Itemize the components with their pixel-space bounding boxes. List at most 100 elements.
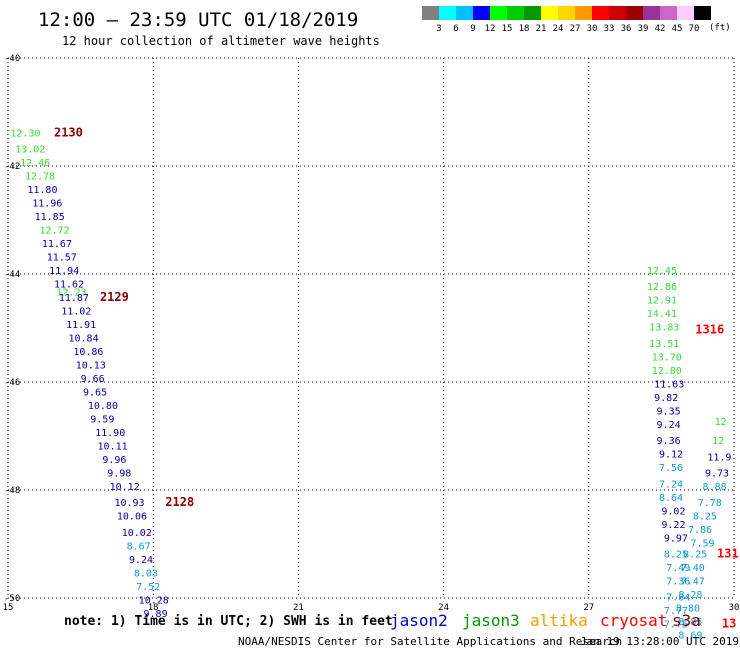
wave-height-value: 9.82	[654, 393, 678, 404]
colorbar-swatch	[541, 6, 558, 20]
wave-height-value: 7.78	[698, 498, 722, 509]
x-axis-ticks: 15 18 21 24 27 30	[3, 603, 740, 613]
wave-height-value: 9.98	[107, 469, 131, 480]
colorbar-swatch	[439, 6, 456, 20]
wave-height-value: 11.02	[61, 307, 91, 318]
wave-height-value: 7.86	[688, 525, 712, 536]
wave-height-value: 12.30	[10, 128, 40, 139]
footer-note: note: 1) Time is in UTC; 2) SWH is in fe…	[64, 614, 393, 629]
colorbar-swatch	[677, 6, 694, 20]
wave-height-value: 11.87	[59, 293, 89, 304]
colorbar-swatch	[592, 6, 609, 20]
colorbar-label: 21	[536, 24, 547, 34]
wave-height-value: 8.69	[678, 631, 702, 642]
wave-height-value: 9.59	[90, 415, 114, 426]
wave-height-value: 8.03	[134, 568, 158, 579]
chart-title: 12:00 – 23:59 UTC 01/18/2019	[38, 9, 358, 31]
x-tick-label: 15	[3, 603, 14, 613]
wave-height-value: 12.80	[652, 366, 682, 377]
colorbar-swatch	[643, 6, 660, 20]
wave-height-value: 7.59	[690, 539, 714, 550]
wave-height-value: 13.02	[15, 145, 45, 156]
wave-height-value: 13.83	[649, 323, 679, 334]
wave-height-value: 10.84	[69, 334, 99, 345]
color-scale-legend: 3 6 9 12 15 18 21 24 27 30 33 36 39 42 45 70	[422, 6, 711, 34]
wave-height-value: 9.96	[102, 455, 126, 466]
colorbar-swatch	[456, 6, 473, 20]
satellite-altika: altika	[530, 611, 588, 630]
wave-height-value: 10.06	[117, 512, 147, 523]
wave-height-value: 12.23	[56, 288, 86, 299]
track-time-label: 2130	[54, 125, 83, 139]
wave-height-value: 7.56	[659, 463, 683, 474]
wave-height-value: 7.36	[666, 577, 690, 588]
x-tick-label: 30	[729, 603, 740, 613]
wave-height-value: 14.41	[647, 309, 677, 320]
wave-height-value: 11.91	[66, 320, 96, 331]
colorbar-label: 12	[485, 24, 496, 34]
colorbar-label: 70	[689, 24, 700, 34]
wave-height-value: 12	[715, 417, 727, 428]
wave-height-value: 10.93	[114, 498, 144, 509]
track-time-label: 2128	[165, 495, 194, 509]
wave-height-value: 11.9	[707, 452, 731, 463]
x-tick-label: 27	[583, 603, 594, 613]
wave-height-points: 12.30 13.02 12.46 12.78 11.80 11.96 11.85 12.72…	[10, 128, 731, 641]
wave-height-value: 7.24	[659, 479, 683, 490]
colorbar-swatch	[626, 6, 643, 20]
y-tick-label: -40	[4, 54, 20, 64]
y-tick-label: -46	[4, 378, 20, 388]
colorbar-label: 39	[638, 24, 649, 34]
colorbar-label: 18	[519, 24, 530, 34]
x-tick-label: 21	[293, 603, 304, 613]
track-time-label: 131	[717, 547, 739, 561]
colorbar-label: 27	[570, 24, 581, 34]
wave-height-value: 11.63	[654, 379, 684, 390]
wave-height-value: 11.94	[49, 266, 79, 277]
wave-height-value: 9.24	[129, 555, 153, 566]
y-tick-label: -44	[4, 270, 20, 280]
wave-height-value: 8.88	[703, 482, 727, 493]
wave-height-value: 12.46	[20, 158, 50, 169]
colorbar-label: 42	[655, 24, 666, 34]
wave-height-value: 9.12	[659, 450, 683, 461]
colorbar-label: 24	[553, 24, 564, 34]
wave-height-value: 10.28	[139, 595, 169, 606]
wave-height-value: 10.02	[122, 528, 152, 539]
footer-credit: NOAA/NESDIS Center for Satellite Applica…	[238, 635, 622, 648]
wave-height-value: 8.85	[678, 617, 702, 628]
wave-height-value: 9.36	[657, 436, 681, 447]
wave-height-value: 7.77	[664, 606, 688, 617]
colorbar-label: 15	[502, 24, 513, 34]
satellite-jason3: jason3	[462, 611, 520, 630]
colorbar-swatch	[558, 6, 575, 20]
y-axis-ticks: -40 -42 -44 -46 -48 -50	[4, 54, 20, 604]
colorbar-swatch	[507, 6, 524, 20]
wave-height-value: 10.11	[98, 442, 128, 453]
wave-height-value: 8.80	[676, 604, 700, 615]
wave-height-value: 12.91	[647, 296, 677, 307]
wave-height-value: 8.67	[127, 541, 151, 552]
wave-height-value: 9.66	[81, 374, 105, 385]
wave-height-value: 7.47	[681, 577, 705, 588]
wave-height-value: 11.67	[42, 239, 72, 250]
wave-height-value: 9.22	[661, 520, 685, 531]
colorbar-label: 30	[587, 24, 598, 34]
wave-height-value: 11.96	[32, 199, 62, 210]
wave-height-value: 10.86	[73, 347, 103, 358]
wave-height-value: 7.84	[666, 593, 690, 604]
wave-height-value: 11.80	[27, 185, 57, 196]
y-tick-label: -50	[4, 594, 20, 604]
footer-timestamp: Jan 19 13:28:00 UTC 2019	[580, 635, 739, 648]
colorbar-label: 9	[470, 24, 475, 34]
wave-height-value: 9.24	[657, 420, 681, 431]
wave-height-value: 9.89	[144, 609, 168, 620]
colorbar-label: 3	[436, 24, 441, 34]
colorbar-swatch	[660, 6, 677, 20]
wave-height-value: 12.45	[647, 266, 677, 277]
wave-height-value: 8.25	[683, 550, 707, 561]
y-tick-label: -48	[4, 486, 20, 496]
chart-subtitle: 12 hour collection of altimeter wave hei…	[62, 34, 380, 48]
satellite-jason2: jason2	[390, 611, 448, 630]
